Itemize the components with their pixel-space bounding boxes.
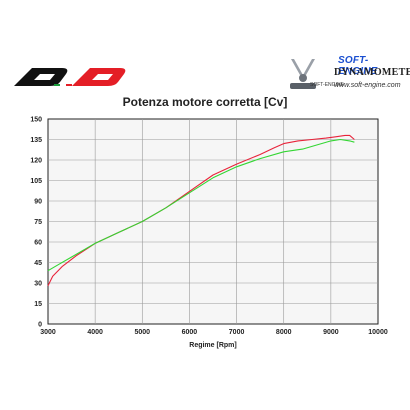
brand-title: SOFT-ENGINE [338, 55, 378, 77]
y-tick-label: 90 [34, 199, 42, 206]
engine-v-logo-icon [290, 59, 316, 89]
y-tick-labels: 0 15 30 45 60 75 90 105 120 135 150 [30, 117, 42, 329]
qd-logo-icon [14, 68, 126, 86]
x-tick-label: 7000 [229, 329, 245, 336]
x-tick-label: 3000 [40, 329, 56, 336]
y-tick-label: 30 [34, 281, 42, 288]
x-tick-label: 8000 [276, 329, 292, 336]
x-tick-label: 6000 [182, 329, 198, 336]
y-tick-label: 0 [38, 322, 42, 329]
y-tick-label: 120 [30, 158, 42, 165]
y-tick-label: 105 [30, 178, 42, 185]
y-tick-label: 60 [34, 240, 42, 247]
x-axis-label: Regime [Rpm] [189, 342, 236, 349]
series-line-1 [47, 134, 355, 286]
chart-title: Potenza motore corretta [Cv] [123, 95, 288, 109]
series-line-2 [47, 138, 355, 272]
y-tick-label: 15 [34, 301, 42, 308]
y-tick-label: 150 [30, 117, 42, 124]
y-tick-label: 75 [34, 219, 42, 226]
series-group [47, 134, 355, 286]
x-tick-label: 5000 [134, 329, 150, 336]
y-tick-label: 45 [34, 260, 42, 267]
grid-lines [48, 119, 378, 324]
brand-url: www.soft-engine.com [334, 82, 401, 89]
x-tick-labels: 3000 4000 5000 6000 7000 8000 9000 10000 [40, 329, 388, 336]
brand-subtitle: DYNAMOMETERS [334, 67, 410, 78]
soft-engine-brand: SOFT-ENGINE DYNAMOMETERS SOFT-ENGINE www… [282, 55, 410, 95]
brand-word: SOFT-ENGINE [310, 82, 344, 88]
y-tick-label: 135 [30, 137, 42, 144]
x-tick-label: 9000 [323, 329, 339, 336]
x-tick-label: 4000 [87, 329, 103, 336]
x-tick-label: 10000 [368, 329, 388, 336]
